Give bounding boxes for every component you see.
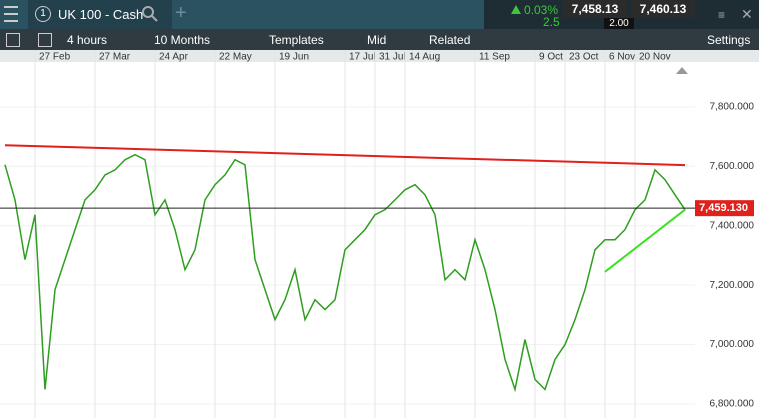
instrument-name: UK 100 - Cash [58, 7, 144, 22]
toolbar: 4 hours 10 Months Templates Mid Related … [0, 29, 759, 50]
date-axis [0, 50, 759, 62]
y-tick-label: 6,800.000 [710, 399, 755, 410]
layout-icon[interactable]: ≡ [718, 8, 726, 22]
x-tick-label: 24 Apr [159, 52, 189, 63]
list-icon[interactable] [6, 33, 20, 47]
up-arrow [511, 5, 521, 14]
x-tick-label: 9 Oct [539, 52, 563, 63]
interval[interactable]: 4 hours [67, 33, 108, 47]
instrument-tab[interactable] [28, 0, 172, 29]
y-tick-label: 7,400.000 [710, 220, 755, 231]
header: 1 UK 100 - Cash + 0.03% 2.5 7,458.13 7,4… [0, 0, 759, 29]
x-tick-label: 17 Jul [349, 52, 376, 63]
x-tick-label: 20 Nov [639, 52, 671, 63]
settings[interactable]: Settings [707, 33, 751, 47]
current-price-box [695, 200, 754, 217]
spread: 2.00 [604, 18, 634, 29]
x-tick-label: 14 Aug [409, 52, 440, 63]
price-line [4, 153, 686, 393]
x-tick-label: 27 Mar [99, 52, 131, 63]
chart: 6,800.000 7,000.000 7,200.000 7,400.000 7,60… [0, 50, 759, 418]
trendline [604, 208, 686, 273]
buy-price[interactable]: 7,460.13 [631, 0, 695, 18]
x-tick-label: 6 Nov [609, 52, 635, 63]
add-tab[interactable]: + [175, 2, 187, 24]
templates[interactable]: Templates [269, 33, 324, 47]
badge: 1 [35, 6, 51, 22]
x-tick-label: 22 May [219, 52, 252, 63]
related[interactable]: Related [429, 33, 471, 47]
current-price-label: 7,459.130 [699, 202, 748, 214]
change-percent: 0.03% [524, 3, 559, 17]
y-tick-label: 7,600.000 [710, 161, 755, 172]
price-type[interactable]: Mid [367, 33, 387, 47]
x-tick-label: 11 Sep [479, 52, 510, 63]
change-points: 2.5 [543, 15, 560, 29]
grid-icon[interactable] [38, 33, 52, 47]
search-icon[interactable] [142, 6, 158, 22]
y-tick-label: 7,200.000 [710, 280, 755, 291]
scroll-arrow[interactable] [676, 67, 688, 74]
close-icon[interactable]: ✕ [741, 6, 753, 22]
y-tick-label: 7,000.000 [710, 339, 755, 350]
x-tick-label: 19 Jun [279, 52, 309, 63]
x-tick-label: 31 Jul [379, 52, 406, 63]
menu-icon[interactable] [4, 6, 18, 22]
x-tick-label: 23 Oct [569, 52, 599, 63]
trendline [4, 144, 686, 167]
x-tick-label: 27 Feb [39, 52, 71, 63]
y-tick-label: 7,800.000 [710, 102, 755, 113]
sell-price[interactable]: 7,458.13 [563, 0, 627, 18]
range[interactable]: 10 Months [154, 33, 211, 47]
